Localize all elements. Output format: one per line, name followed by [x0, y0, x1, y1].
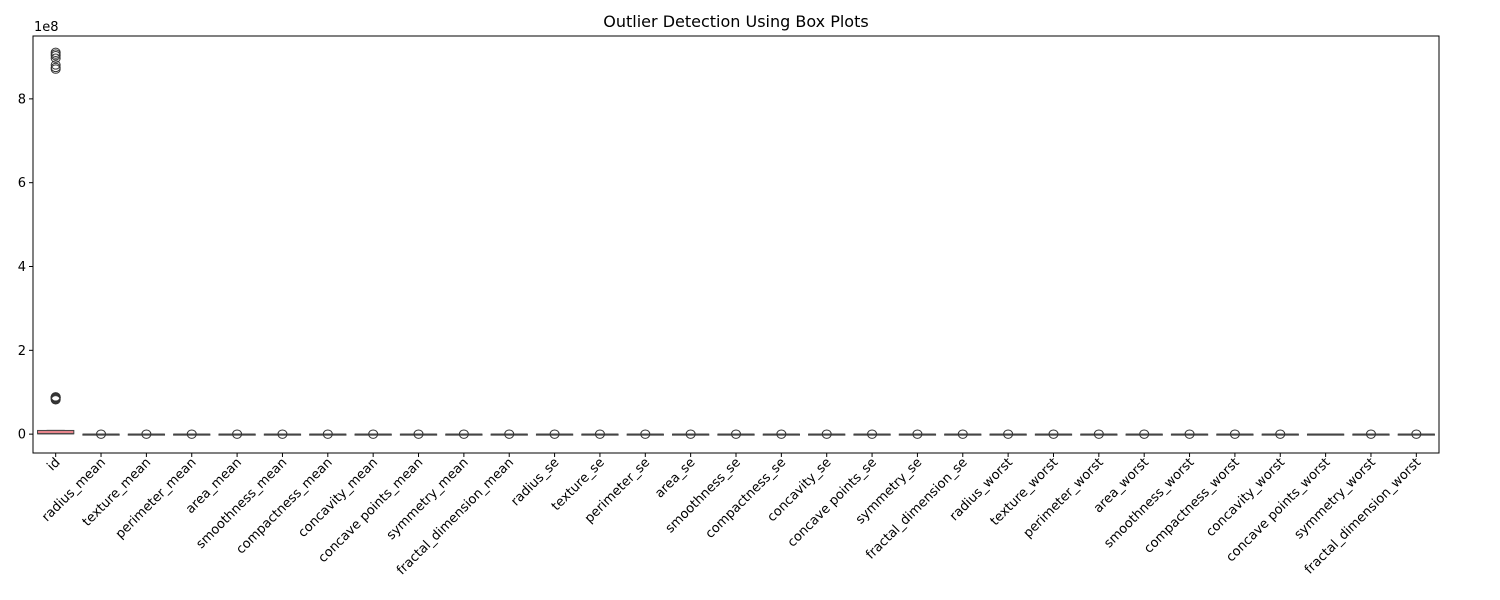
box-radius_worst: [989, 429, 1027, 439]
outlier-point: [957, 429, 968, 439]
box-concave-points_worst: [1306, 433, 1345, 436]
outlier-point: [1229, 429, 1240, 439]
outlier-point: [549, 429, 560, 439]
outlier-point: [50, 60, 61, 70]
y-tick-label: 2: [18, 344, 26, 359]
y-tick-label: 6: [18, 176, 26, 191]
box-smoothness_worst: [1170, 429, 1209, 439]
outlier-point: [821, 429, 832, 439]
outlier-point: [912, 429, 923, 439]
y-tick-label: 4: [18, 260, 26, 275]
outlier-point: [1003, 429, 1014, 439]
outlier-point: [1139, 429, 1150, 439]
box-radius_mean: [82, 429, 120, 439]
outlier-point: [867, 429, 878, 439]
outlier-point: [594, 429, 605, 439]
box-symmetry_worst: [1352, 429, 1390, 439]
box-perimeter_worst: [1080, 429, 1118, 439]
box-perimeter_mean: [173, 429, 211, 439]
outlier-point: [731, 429, 741, 439]
box-concave-points_se: [853, 429, 891, 439]
y-tick-label: 0: [18, 428, 26, 443]
box-texture_mean: [127, 429, 166, 439]
outlier-point: [368, 429, 379, 439]
box-id: [37, 47, 75, 435]
plot-area: [37, 47, 1435, 439]
box-fractal_dimension_se: [944, 429, 982, 439]
outlier-point: [640, 429, 651, 439]
outlier-point: [1411, 429, 1422, 439]
box-texture_se: [581, 429, 619, 439]
box-area_mean: [218, 429, 256, 439]
box-compactness_se: [762, 429, 800, 439]
outlier-point: [96, 429, 107, 439]
outlier-point: [504, 429, 515, 439]
box-smoothness_se: [717, 429, 755, 439]
outlier-point: [1184, 429, 1195, 439]
outlier-point: [1275, 429, 1286, 439]
outlier-point: [685, 429, 696, 439]
outlier-point: [1048, 429, 1059, 439]
box-fractal_dimension_worst: [1397, 429, 1435, 439]
box-concavity_worst: [1261, 429, 1299, 439]
y-axis-offset-label: 1e8: [34, 20, 59, 35]
box-fractal_dimension_mean: [490, 429, 528, 439]
outlier-point: [776, 429, 787, 439]
outlier-point: [1093, 429, 1104, 439]
box-smoothness_mean: [263, 429, 302, 439]
outlier-point: [50, 62, 61, 73]
box-compactness_worst: [1216, 429, 1254, 439]
outlier-point: [50, 47, 61, 58]
box-area_worst: [1125, 429, 1163, 439]
outlier-point: [277, 429, 288, 439]
outlier-point: [141, 429, 152, 439]
outlier-point: [458, 429, 469, 439]
box-concavity_mean: [354, 429, 392, 439]
box-concave-points_mean: [399, 429, 438, 439]
box-texture_worst: [1034, 429, 1073, 439]
box-radius_se: [535, 429, 574, 439]
axes-frame: [32, 35, 1440, 454]
box-compactness_mean: [309, 429, 347, 439]
outlier-point: [186, 429, 197, 439]
y-axis: 0 2 4 6 8: [18, 92, 33, 443]
box-concavity_se: [808, 429, 846, 439]
box-perimeter_se: [626, 429, 664, 439]
outlier-point: [50, 392, 61, 402]
box-area_se: [672, 429, 710, 439]
chart-title: Outlier Detection Using Box Plots: [603, 12, 868, 31]
box-symmetry_mean: [445, 429, 483, 439]
outlier-point: [322, 429, 333, 439]
outlier-point: [1365, 429, 1376, 439]
outlier-point: [413, 429, 424, 439]
outlier-point: [50, 53, 61, 63]
outlier-point: [232, 429, 243, 439]
y-tick-label: 8: [18, 92, 26, 107]
box-symmetry_se: [898, 429, 937, 439]
